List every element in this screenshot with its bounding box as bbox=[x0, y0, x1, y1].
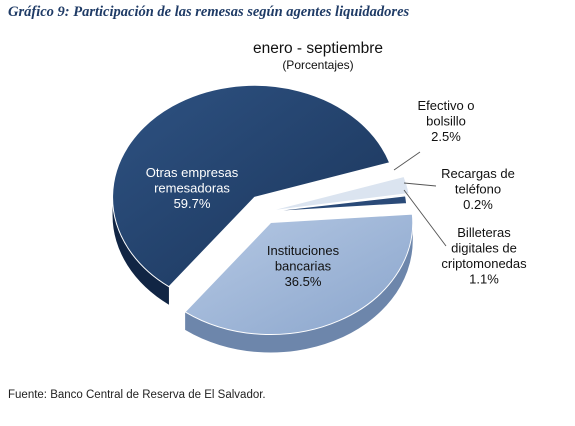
leader-lines bbox=[393, 151, 447, 247]
slice-value-efectivo: 2.5% bbox=[431, 129, 461, 144]
figure-title: Gráfico 9: Participación de las remesas … bbox=[8, 4, 410, 20]
slice-billeteras bbox=[264, 195, 408, 213]
slice-label-otras: Otras empresas bbox=[146, 165, 239, 180]
slice-label-efectivo: bolsillo bbox=[426, 114, 466, 129]
leader-line-billeteras bbox=[403, 189, 447, 247]
slice-label-instituciones: bancarias bbox=[275, 259, 332, 274]
slice-value-instituciones: 36.5% bbox=[285, 274, 322, 289]
slice-value-recargas: 0.2% bbox=[463, 197, 493, 212]
leader-line-efectivo bbox=[393, 151, 421, 171]
slice-label-instituciones: Instituciones bbox=[267, 243, 340, 258]
slice-side-otras bbox=[112, 197, 169, 305]
chart-subtitle: (Porcentajes) bbox=[282, 58, 353, 72]
chart-title: enero - septiembre bbox=[253, 40, 383, 57]
slice-label-billeteras: digitales de bbox=[451, 241, 517, 256]
slice-label-billeteras: criptomonedas bbox=[441, 256, 527, 271]
slice-label-otras: remesadoras bbox=[154, 181, 230, 196]
slice-label-billeteras: Billeteras bbox=[457, 225, 511, 240]
slice-otras bbox=[112, 84, 391, 288]
slice-value-otras: 59.7% bbox=[174, 196, 211, 211]
leader-line-recargas bbox=[403, 182, 437, 187]
pie-slices bbox=[112, 84, 414, 353]
source-note: Fuente: Banco Central de Reserva de El S… bbox=[8, 389, 266, 401]
slice-label-recargas: Recargas de bbox=[441, 166, 515, 181]
slice-side-instituciones bbox=[185, 222, 413, 353]
slice-value-billeteras: 1.1% bbox=[469, 272, 499, 287]
slice-label-recargas: teléfono bbox=[455, 182, 501, 197]
slice-label-efectivo: Efectivo o bbox=[417, 98, 474, 113]
pie-chart: enero - septiembre (Porcentajes) Efectiv… bbox=[112, 40, 527, 353]
slice-instituciones bbox=[184, 213, 414, 336]
